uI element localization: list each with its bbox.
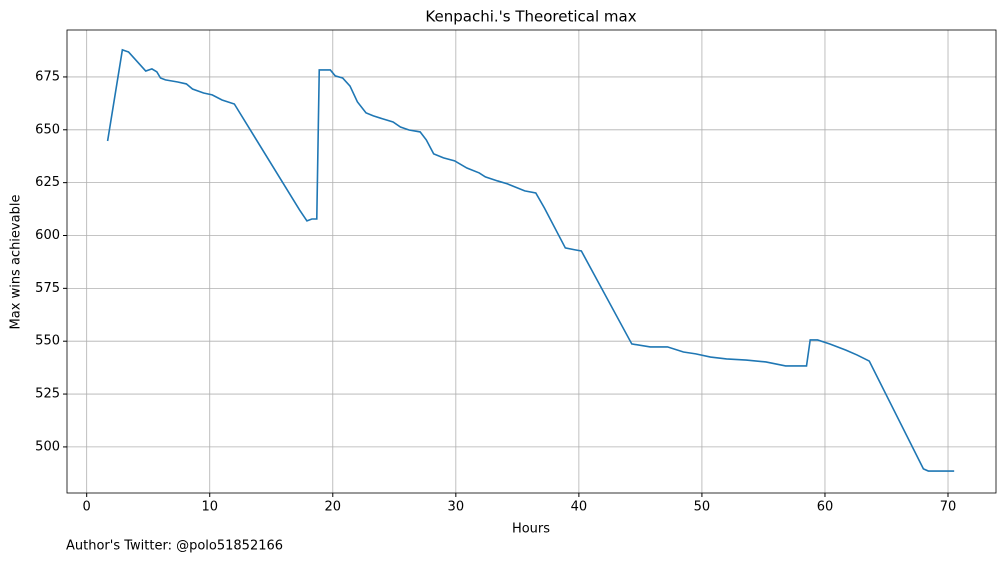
y-tick-label: 550 bbox=[35, 334, 60, 349]
x-tick-label: 10 bbox=[201, 500, 218, 515]
chart-title: Kenpachi.'s Theoretical max bbox=[425, 8, 636, 26]
y-tick-label: 675 bbox=[35, 69, 60, 84]
annotation: Author's Twitter: @polo51852166 bbox=[66, 539, 283, 554]
y-tick-label: 525 bbox=[35, 387, 60, 402]
y-tick-label: 600 bbox=[35, 228, 60, 243]
x-tick-label: 40 bbox=[571, 500, 588, 515]
x-tick-label: 60 bbox=[817, 500, 834, 515]
y-tick-label: 500 bbox=[35, 439, 60, 454]
plot-frame bbox=[66, 29, 997, 494]
y-tick-label: 625 bbox=[35, 175, 60, 190]
y-tick-label: 650 bbox=[35, 122, 60, 137]
y-axis-label: Max wins achievable bbox=[9, 195, 24, 330]
data-line bbox=[106, 48, 955, 472]
x-tick-label: 50 bbox=[694, 500, 711, 515]
x-tick-label: 0 bbox=[83, 500, 91, 515]
x-axis-label: Hours bbox=[512, 522, 550, 537]
x-tick-label: 20 bbox=[325, 500, 342, 515]
x-tick-label: 70 bbox=[940, 500, 957, 515]
x-tick-label: 30 bbox=[448, 500, 465, 515]
y-tick-label: 575 bbox=[35, 281, 60, 296]
